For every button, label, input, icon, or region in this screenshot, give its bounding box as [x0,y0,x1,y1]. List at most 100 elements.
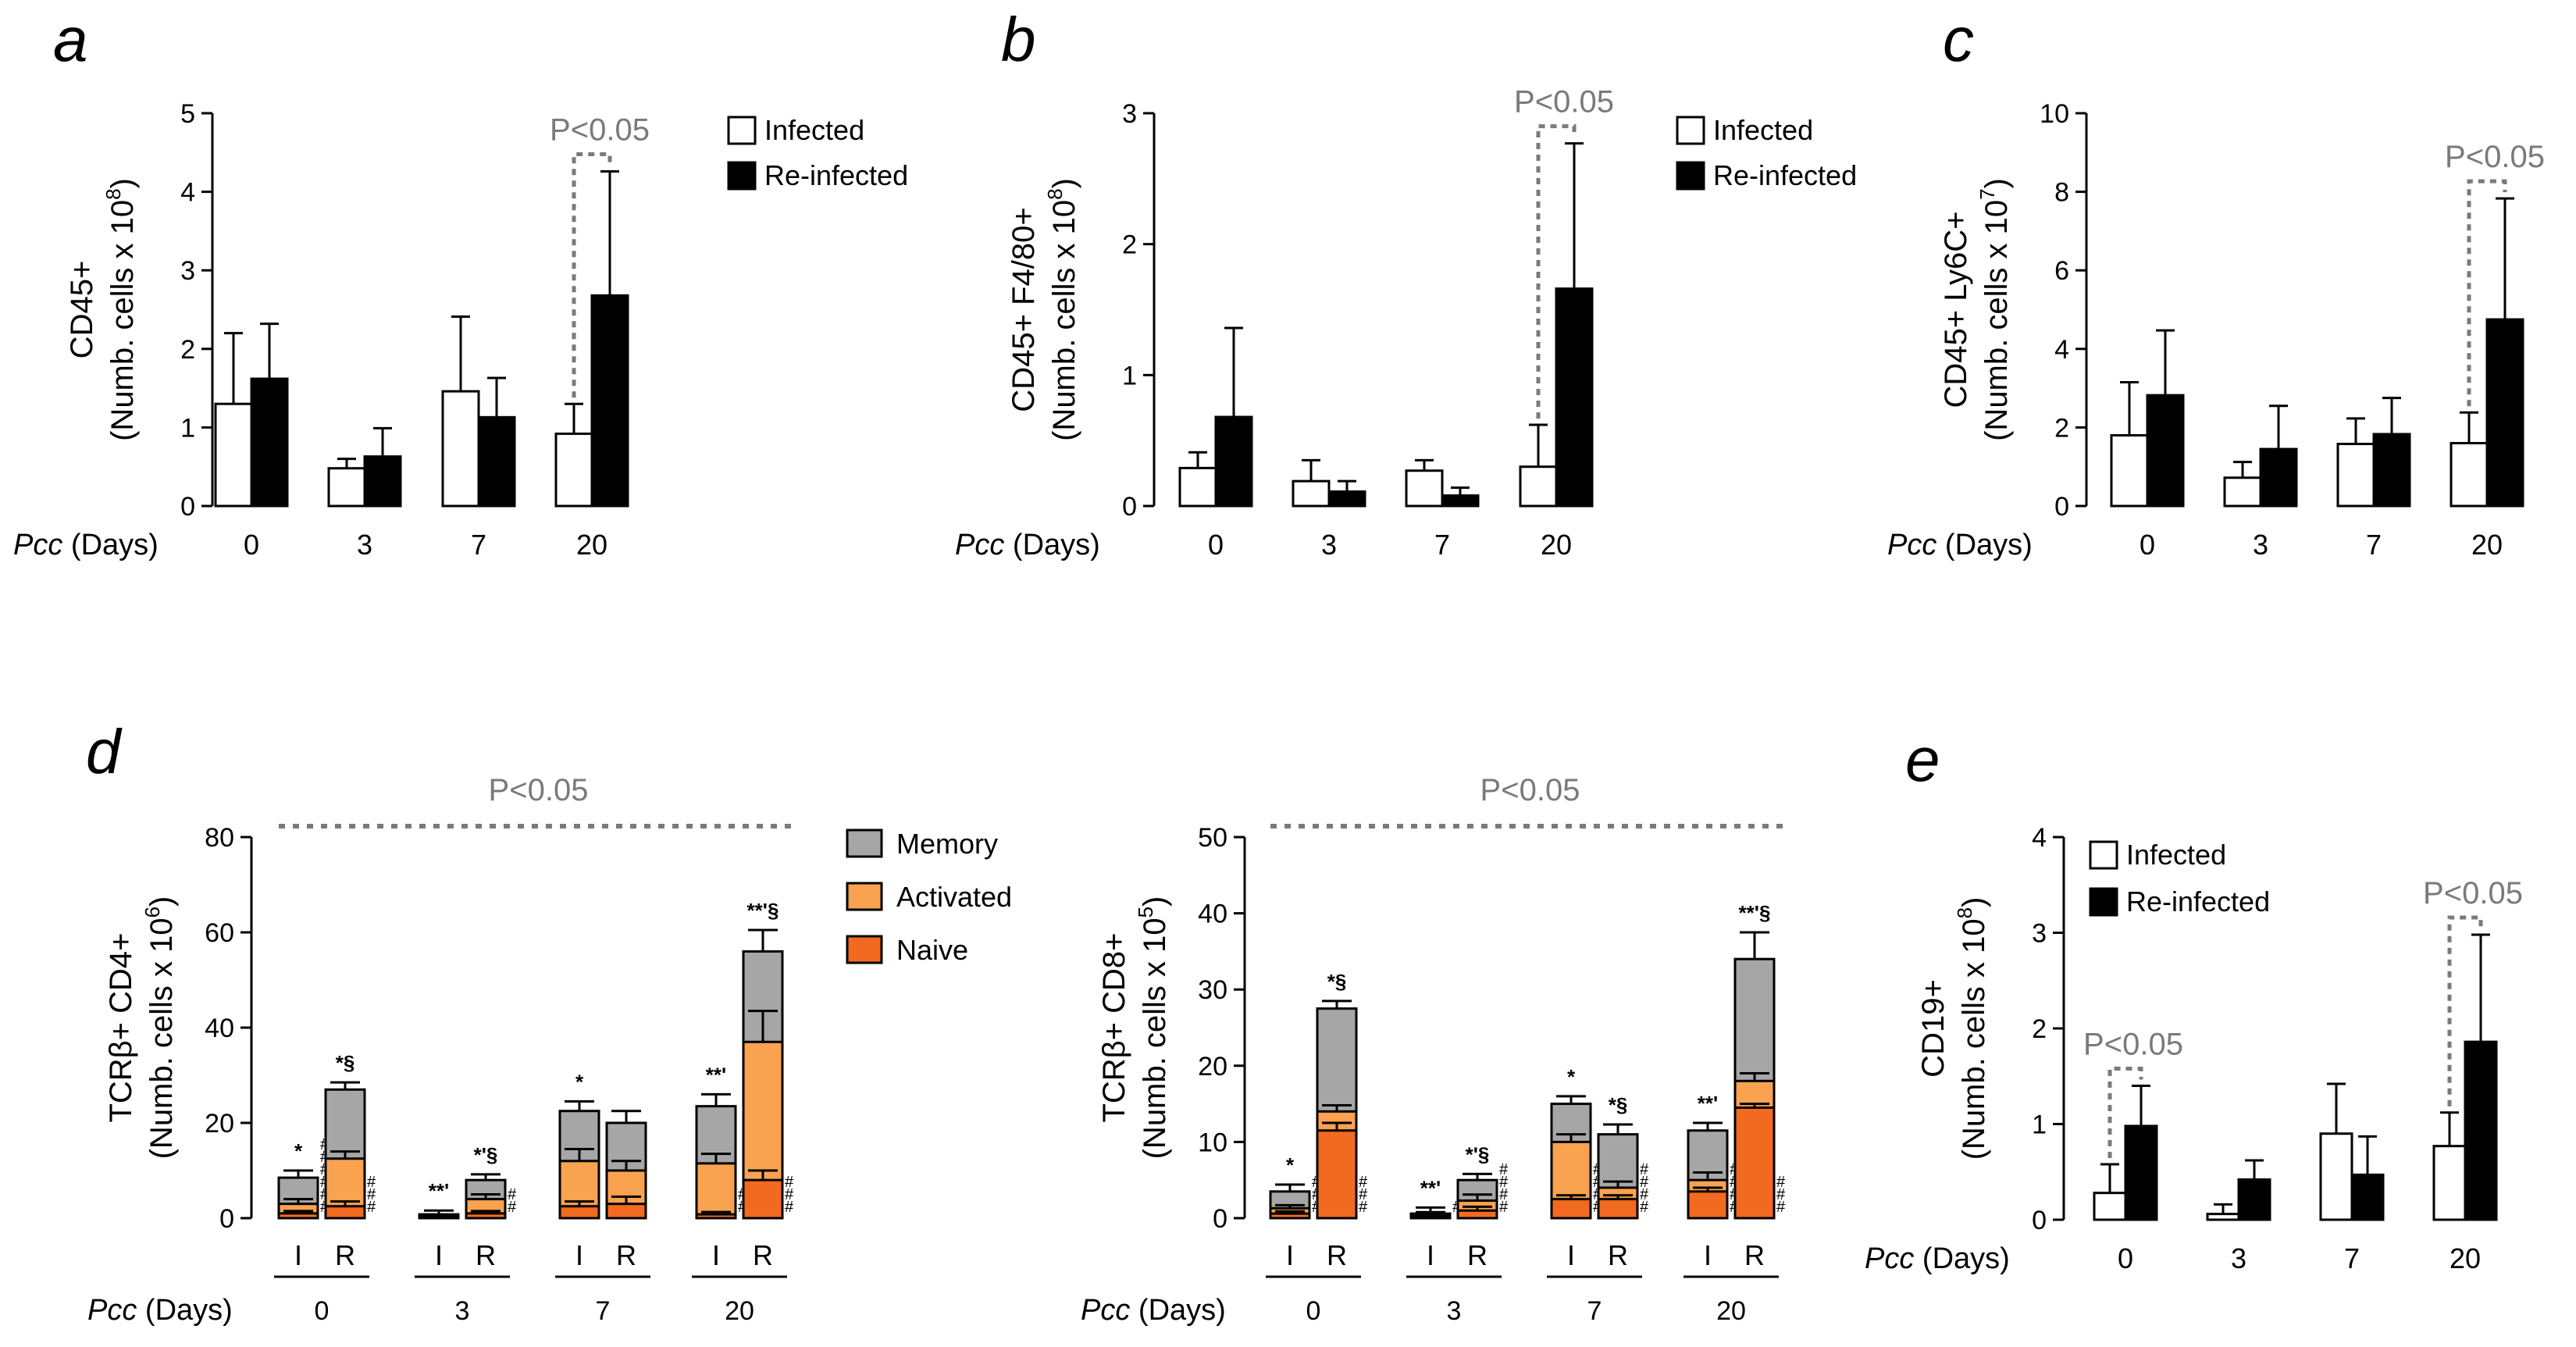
y-axis-exponent: 6 [141,907,164,918]
bar-infected [2206,1213,2240,1221]
chart-d2-ytick-label: 50 [1198,823,1227,853]
significance-label: *§ [1609,1093,1628,1117]
pval-label: P<0.05 [2083,1028,2183,1062]
legend-infected-swatch [1676,116,1705,145]
bar-segment-naive [1316,1129,1358,1220]
bar-segment-naive [1409,1216,1452,1220]
x-subtick-label: R [1327,1239,1347,1271]
panel-letter: d [86,717,123,786]
hash-mark: # [1499,1199,1509,1216]
pcc-days: (Days) [1130,1294,1225,1327]
panel-letter: e [1905,725,1940,794]
bar-segment-naive [558,1205,600,1220]
significance-label: *'§ [1466,1142,1490,1166]
legend-infected-label: Infected [1713,114,1813,146]
pcc-days-label: Pcc (Days) [13,529,159,561]
hash-mark: # [1640,1161,1649,1178]
bar-reinfected [590,294,629,508]
significance-label: **' [1420,1176,1441,1199]
bar-segment-activated [695,1162,737,1220]
y-axis-title-line1: CD45+ [65,261,99,359]
x-tick-label: 7 [1587,1296,1602,1326]
bar-segment-naive [742,1178,784,1220]
hash-mark: # [1640,1174,1649,1191]
bar-segment-naive [605,1203,647,1220]
y-axis-title-line2: (Numb. cells x 108) [1953,897,1991,1160]
y-axis-close: ) [105,178,140,188]
legend-naive-swatch [846,935,883,964]
y-axis-exponent: 7 [1976,188,1999,199]
bar-segment-naive [1733,1106,1776,1220]
y-axis-title-line2: (Numb. cells x 106) [141,896,179,1160]
hash-mark: # [1776,1199,1786,1216]
pcc-italic: Pcc [955,529,1004,561]
x-tick-label: 20 [2471,529,2503,561]
y-axis-close: ) [144,896,179,907]
x-subtick-label: I [435,1239,443,1271]
legends: Infected Re-infected Infected Re-infected In… [727,114,2270,918]
legend-reinfected-label: Re-infected [764,159,908,191]
significance-label: **'§ [747,899,779,922]
chart-e-ytick-label: 2 [2032,1014,2047,1044]
x-subtick-label: I [575,1239,583,1271]
y-axis-exponent: 8 [102,188,125,199]
chart-a-ytick-label: 0 [180,492,195,522]
x-subtick-label: R [335,1239,355,1271]
pval-label: P<0.05 [550,112,650,147]
chart-a-ytick-label: 5 [180,99,195,129]
hash-mark: # [1499,1174,1509,1191]
y-axis-title: TCRβ+ CD8+ (Numb. cells x 105) [1097,896,1172,1160]
bar-reinfected [363,455,402,508]
y-axis-unit: (Numb. cells x 10 [1138,918,1172,1159]
chart-b-ytick-label: 0 [1122,492,1137,522]
x-tick-label: 7 [2366,529,2382,561]
y-axis-close: ) [1138,896,1172,907]
significance-label: **'§ [1739,901,1771,925]
x-tick-label: 7 [596,1296,611,1326]
x-subtick-label: R [476,1239,496,1271]
chart-d2-ytick-label: 0 [1213,1204,1227,1234]
bar-reinfected [2259,447,2298,508]
bar-segment-naive [465,1212,507,1220]
bar-reinfected [2372,433,2411,508]
bar-infected [327,467,366,508]
chart-d2-ytick-label: 20 [1198,1052,1227,1082]
y-axis-unit: (Numb. cells x 10 [1979,200,2014,441]
bar-infected [2336,443,2375,508]
pcc-italic: Pcc [87,1294,137,1327]
y-axis-close: ) [1979,178,2014,188]
legend-reinfected-swatch [1676,161,1705,191]
bar-infected [214,402,253,508]
significance-label: * [575,1071,584,1094]
legend-memory-label: Memory [896,828,998,860]
y-axis-title-line2: (Numb. cells x 108) [1043,178,1081,441]
y-axis-title-line2: (Numb. cells x 108) [102,178,140,441]
hash-mark: # [1640,1186,1649,1203]
chart-d2: 01020304050*###I*§###R**'#I*'§####R*####… [1081,773,1790,1327]
legend-infected-swatch [727,116,757,145]
bar-segment-naive [1456,1209,1498,1220]
x-tick-label: 0 [2140,529,2155,561]
x-subtick-label: I [294,1239,302,1271]
hash-mark: # [1499,1161,1509,1178]
x-subtick-label: R [616,1239,636,1271]
pval-bracket [2447,915,2483,1106]
bar-infected [1178,466,1217,508]
legend-reinfected-label: Re-infected [2126,886,2270,918]
x-tick-label: 3 [2253,529,2268,561]
bar-segment-naive [277,1212,319,1220]
x-subtick-label: R [1608,1239,1628,1271]
significance-label: * [1567,1065,1576,1089]
pval-bracket [572,151,612,398]
y-axis-close: ) [1047,178,1081,188]
chart-c-ytick-label: 8 [2054,178,2069,208]
y-axis-title-line2: (Numb. cells x 105) [1134,896,1172,1160]
chart-d2-ytick-label: 30 [1198,975,1227,1005]
x-subtick-label: I [1704,1239,1712,1271]
legend-reinfected-swatch [727,161,757,191]
x-tick-label: 7 [471,529,486,561]
pcc-days-label: Pcc (Days) [1081,1294,1226,1327]
bar-reinfected [250,377,289,508]
chart-d1-ytick-label: 60 [205,918,234,948]
